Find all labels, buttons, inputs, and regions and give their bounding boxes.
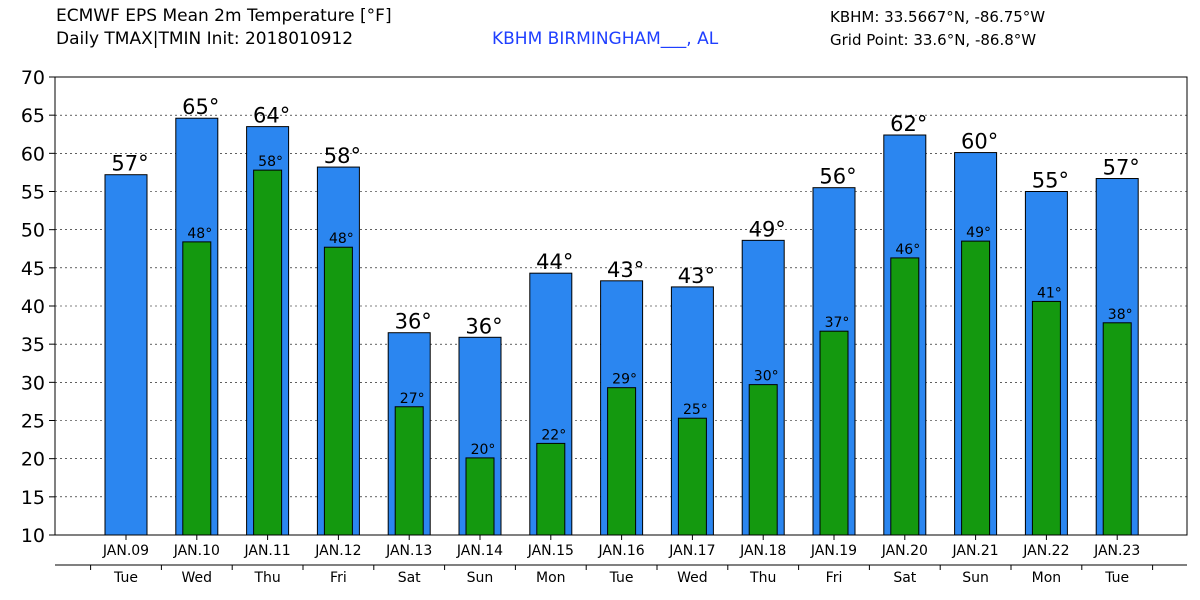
station-coordinates: KBHM: 33.5667°N, -86.75°W [830,8,1046,26]
weekday-label: Sat [398,570,421,586]
y-tick-label: 40 [21,296,45,318]
grid-point-coordinates: Grid Point: 33.6°N, -86.8°W [830,31,1037,49]
tmin-bar [1102,322,1132,536]
weekday-label: Tue [609,570,634,586]
tmin-bar [677,417,707,536]
tmax-data-label: 56° [819,165,856,189]
tmin-bar [961,240,991,536]
tmax-data-label: 62° [890,112,927,136]
weekday-label: Thu [749,570,776,586]
weekday-label: Wed [182,570,213,586]
tmin-data-label: 38° [1108,307,1133,323]
tmin-bar [536,442,566,536]
tmin-data-label: 25° [683,402,708,418]
tmax-data-label: 64° [253,104,290,128]
weekday-label: Thu [253,570,280,586]
tmax-data-label: 55° [1032,169,1069,193]
weekday-label: Fri [330,570,347,586]
tmin-data-label: 41° [1037,285,1062,301]
tmax-data-label: 60° [961,130,998,154]
x-tick-label: JAN.13 [385,543,432,559]
tmin-data-label: 29° [612,372,637,388]
tmin-data-label: 20° [471,442,496,458]
tmin-data-label: 48° [187,226,212,242]
tmin-data-label: 22° [541,427,566,443]
x-tick-label: JAN.12 [314,543,361,559]
weekday-label: Tue [113,570,138,586]
y-tick-label: 50 [21,220,45,242]
tmin-data-label: 27° [400,391,425,407]
y-tick-label: 70 [21,67,45,89]
tmax-data-label: 36° [465,314,502,338]
tmin-data-label: 48° [329,231,354,247]
y-tick-label: 60 [21,143,45,165]
x-tick-label: JAN.21 [951,543,998,559]
tmax-data-label: 65° [182,95,219,119]
weekday-label: Fri [826,570,843,586]
tmax-data-label: 58° [324,144,361,168]
x-tick-label: JAN.23 [1093,543,1140,559]
tmax-data-label: 44° [536,250,573,274]
x-tick-label: JAN.18 [739,543,786,559]
x-tick-label: JAN.20 [881,543,928,559]
y-tick-label: 10 [21,525,45,547]
tmin-bar [1031,300,1061,536]
y-tick-label: 15 [21,487,45,509]
x-tick-label: JAN.09 [102,543,149,559]
weekday-label: Mon [536,570,566,586]
y-tick-label: 55 [21,182,45,204]
tmax-data-label: 49° [749,217,786,241]
x-tick-label: JAN.11 [243,543,290,559]
tmin-bar [890,257,920,536]
tmin-data-label: 49° [966,225,991,241]
x-tick-label: JAN.10 [173,543,220,559]
tmin-bar [394,406,424,536]
x-tick-label: JAN.17 [668,543,715,559]
tmin-bar [253,169,283,536]
tmin-data-label: 30° [754,369,779,385]
tmin-bar [323,246,353,536]
x-tick-label: JAN.15 [527,543,574,559]
tmax-data-label: 57° [111,152,148,176]
y-tick-label: 45 [21,258,45,280]
tmin-bar [607,387,637,536]
chart-title: ECMWF EPS Mean 2m Temperature [°F] [56,6,392,26]
x-tick-label: JAN.16 [597,543,644,559]
y-tick-label: 35 [21,334,45,356]
x-tick-label: JAN.14 [456,543,503,559]
tmax-data-label: 43° [607,258,644,282]
weekday-label: Sun [467,570,494,586]
weekday-label: Mon [1032,570,1062,586]
y-tick-label: 30 [21,372,45,394]
weekday-label: Tue [1104,570,1129,586]
tmin-data-label: 46° [895,242,920,258]
x-tick-label: JAN.19 [810,543,857,559]
tmin-bar [748,384,778,536]
tmax-data-label: 36° [395,310,432,334]
tmax-bar [104,174,148,536]
tmin-bar [819,330,849,536]
weekday-label: Sat [893,570,916,586]
tmin-data-label: 58° [258,154,283,170]
tmin-bar [182,241,212,536]
tmin-bar [465,457,495,536]
weekday-label: Wed [677,570,708,586]
tmin-data-label: 37° [825,315,850,331]
y-tick-label: 25 [21,411,45,433]
chart-subtitle: Daily TMAX|TMIN Init: 2018010912 [56,29,354,49]
y-tick-label: 65 [21,105,45,127]
tmax-data-label: 43° [678,264,715,288]
station-name: KBHM BIRMINGHAM___, AL [492,29,719,49]
y-tick-label: 20 [21,449,45,471]
tmax-data-label: 57° [1103,156,1140,180]
weekday-label: Sun [962,570,989,586]
x-tick-label: JAN.22 [1022,543,1069,559]
